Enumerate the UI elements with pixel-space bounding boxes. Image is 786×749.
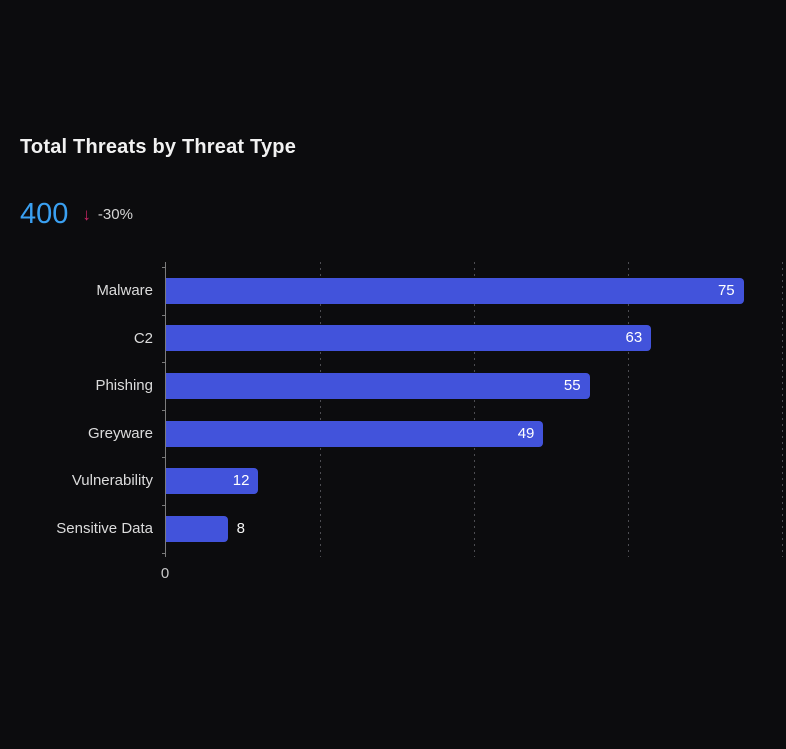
bar-sensitive-data[interactable]: 8	[166, 515, 245, 542]
axis-tick	[162, 362, 166, 364]
axis-tick	[162, 505, 166, 506]
gridline-20	[320, 262, 322, 557]
bar-malware[interactable]: 75	[166, 277, 744, 304]
chart-title: Total Threats by Threat Type	[20, 136, 297, 158]
category-label-c2: C2	[133, 329, 153, 347]
axis-tick	[162, 457, 166, 459]
axis-tick	[162, 267, 166, 268]
category-label-malware: Malware	[96, 282, 153, 299]
bar-greyware[interactable]: 49	[166, 420, 544, 447]
bar-value-label: 55	[563, 377, 581, 394]
gridline-60	[628, 262, 630, 557]
category-label-sensitive-data: Sensitive Data	[56, 520, 153, 537]
plot-area: 75 63 55 49 12 8	[162, 262, 786, 557]
bar-value-label: 63	[625, 329, 643, 347]
bar-value-label: 49	[517, 424, 535, 442]
trend-percentage: -30%	[97, 206, 133, 223]
bar-vulnerability[interactable]: 12	[166, 468, 259, 495]
bar-value-label: 75	[717, 281, 735, 299]
bar-value-label: 12	[232, 472, 250, 490]
total-threats-value: 400	[20, 198, 69, 230]
arrow-down-icon: ↓	[82, 205, 91, 224]
axis-tick	[162, 314, 166, 316]
summary-stat: 400 ↓ -30%	[20, 200, 133, 229]
gridline-80	[782, 262, 784, 557]
gridline-40	[474, 262, 476, 557]
category-axis: Malware C2 Phishing Greyware Vulnerability Se…	[0, 262, 153, 557]
bar-phishing[interactable]: 55	[166, 373, 590, 399]
axis-tick	[162, 409, 166, 411]
category-label-phishing: Phishing	[95, 377, 153, 395]
bar-c2[interactable]: 63	[166, 325, 652, 352]
bar-value-label: 8	[236, 519, 245, 537]
category-label-vulnerability: Vulnerability	[71, 472, 153, 490]
x-axis-zero-label: 0	[160, 565, 170, 582]
axis-tick	[162, 552, 166, 554]
category-label-greyware: Greyware	[87, 424, 153, 442]
